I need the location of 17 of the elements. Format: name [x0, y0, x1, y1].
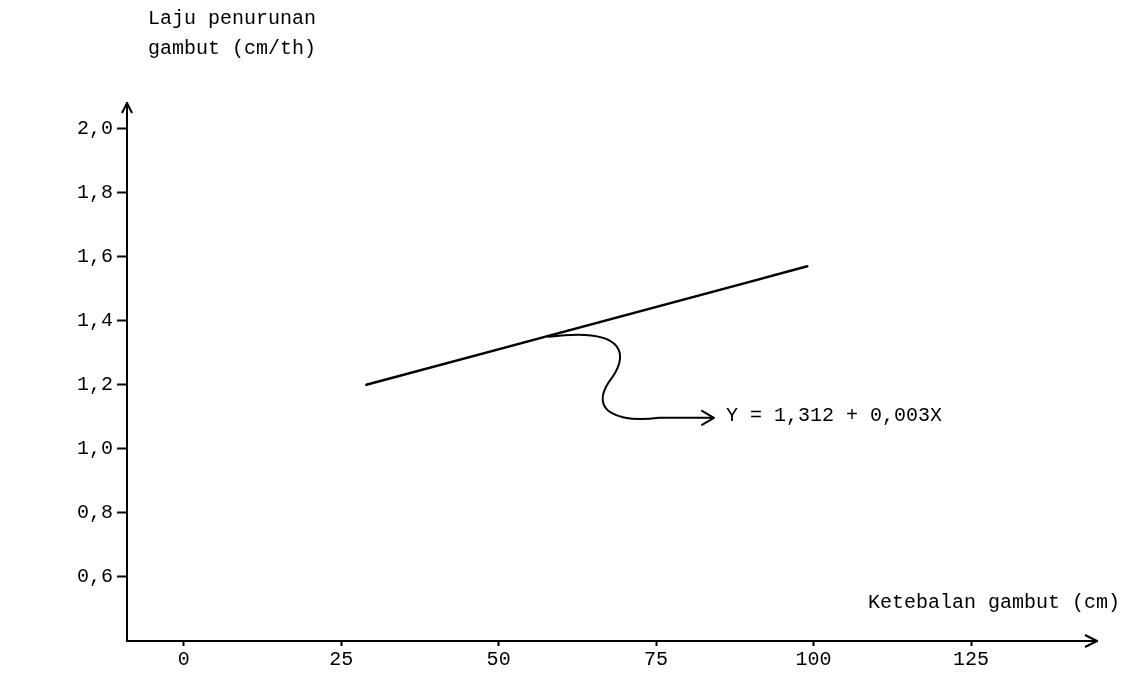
- y-tick-label: 1,4: [76, 309, 113, 333]
- y-tick-label: 1,6: [76, 245, 113, 269]
- x-tick-label: 25: [329, 648, 354, 672]
- y-tick-label: 1,2: [76, 373, 113, 397]
- x-tick-label: 100: [795, 648, 832, 672]
- x-tick-label: 75: [644, 648, 669, 672]
- y-tick-label: 2,0: [76, 116, 113, 140]
- annotation: Y = 1,312 + 0,003X: [726, 403, 943, 427]
- y-tick-label: 1,8: [76, 180, 113, 204]
- y-tick-label: 1,0: [76, 437, 113, 461]
- y-tick-label: 0,6: [76, 565, 113, 589]
- x-axis-title: Ketebalan gambut (cm): [867, 591, 1120, 614]
- x-tick-label: 0: [177, 648, 190, 672]
- x-tick-label: 50: [486, 648, 511, 672]
- x-tick-label: 125: [953, 648, 990, 672]
- y-axis-title: Laju penurunan gambut (cm/th): [148, 6, 318, 62]
- y-tick-label: 0,8: [76, 501, 113, 525]
